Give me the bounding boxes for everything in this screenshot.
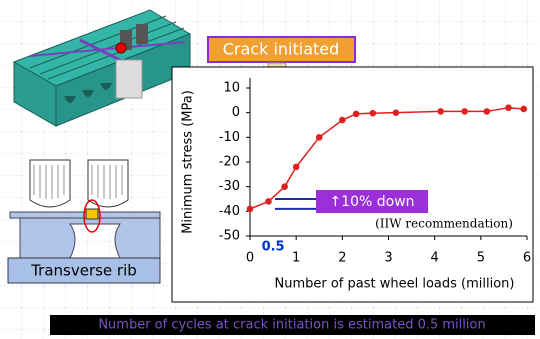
banner-text: Number of cycles at crack initiation is … [98, 318, 485, 333]
y-tick-label: -50 [219, 229, 240, 244]
y-tick-label: 10 [223, 81, 240, 96]
y-tick-label: 0 [232, 105, 240, 120]
x-tick-label: 6 [523, 251, 531, 266]
x-tick-label: 3 [384, 251, 392, 266]
x-tick-label: 4 [431, 251, 439, 266]
data-point [293, 164, 300, 171]
data-point [247, 206, 254, 213]
data-point [484, 108, 491, 115]
data-point [316, 134, 323, 141]
data-point [265, 198, 272, 205]
data-point [370, 110, 377, 117]
data-point [461, 108, 468, 115]
data-point [393, 109, 400, 116]
y-tick-label: -20 [219, 155, 240, 170]
y-tick-label: -10 [219, 130, 240, 145]
data-point [353, 111, 360, 118]
crack-label: Crack initiated [223, 40, 340, 59]
down-label: ↑10% down [329, 194, 414, 210]
x-tick-label: 1 [292, 251, 300, 266]
x-tick-label: 0 [246, 251, 254, 266]
figure: Crack initiated Transverse rib -50 -40 -30… [0, 0, 540, 339]
iiw-label: (IIW recommendation) [375, 217, 513, 231]
rib-label: Transverse rib [30, 262, 137, 280]
x-tick-label: 2 [338, 251, 346, 266]
data-point [437, 108, 444, 115]
data-point [281, 183, 288, 190]
y-tick-label: -40 [219, 204, 240, 219]
marker-label: 0.5 [262, 240, 285, 255]
x-tick-label: 5 [477, 251, 485, 266]
x-axis-title: Number of past wheel loads (million) [275, 277, 515, 292]
data-point [505, 104, 512, 111]
y-axis-title: Minimum stress (MPa) [181, 90, 196, 234]
data-point [339, 117, 346, 124]
y-tick-label: -30 [219, 179, 240, 194]
data-point [520, 106, 527, 113]
